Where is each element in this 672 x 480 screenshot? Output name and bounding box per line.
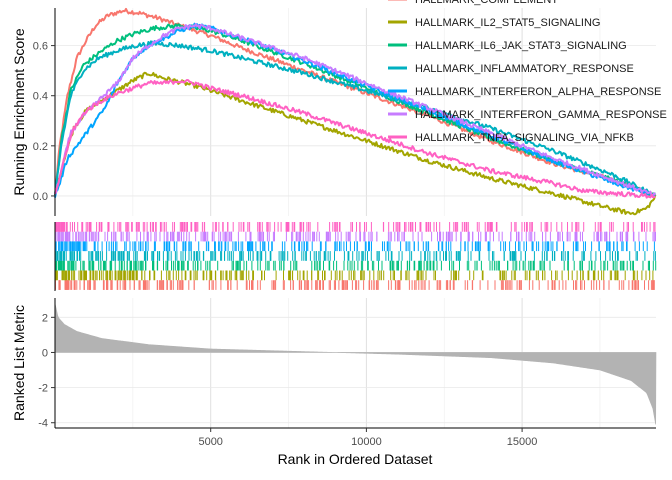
ranked-y-tick-label: 2 (42, 312, 48, 324)
x-axis-title: Rank in Ordered Dataset (278, 451, 433, 467)
ranked-y-ticks: 2 0 -2 -4 (38, 312, 55, 430)
ranked-y-axis-title: Ranked List Metric (11, 305, 27, 421)
enrichment-line-hallmark-il2-stat5-signaling (54, 71, 657, 216)
enrichment-y-tick-label: 0.6 (33, 41, 48, 53)
hits-panel (54, 222, 657, 291)
enrichment-y-tick-label: 0.4 (33, 91, 48, 103)
legend-label: HALLMARK_TNFA_SIGNALING_VIA_NFKB (415, 132, 634, 144)
x-tick-label: 15000 (507, 436, 538, 448)
ranked-y-tick-label: -4 (38, 418, 48, 430)
enrichment-y-tick-label: 0.2 (33, 141, 48, 153)
enrichment-y-ticks: 0.0 0.2 0.4 0.6 (33, 41, 55, 203)
enrichment-panel: 0.0 0.2 0.4 0.6 Running Enrichment Score (11, 7, 657, 216)
legend-label: HALLMARK_INTERFERON_GAMMA_RESPONSE (415, 109, 667, 121)
legend-label: HALLMARK_IL2_STAT5_SIGNALING (415, 17, 600, 29)
ranked-panel: 2 0 -2 -4 5000 10000 15000 Ranked List Metric… (11, 298, 657, 467)
enrichment-y-axis-title: Running Enrichment Score (11, 28, 27, 196)
ranked-y-tick-label: -2 (38, 383, 48, 395)
x-tick-label: 5000 (198, 436, 222, 448)
x-ticks: 5000 10000 15000 (198, 428, 537, 448)
enrichment-y-tick-label: 0.0 (33, 191, 48, 203)
enrichment-line-hallmark-complement (54, 7, 657, 197)
enrichment-line-hallmark-tnfa-signaling-via-nfkb (54, 78, 656, 199)
x-tick-label: 10000 (351, 436, 382, 448)
enrichment-series-lines (54, 7, 657, 216)
legend-label: HALLMARK_INTERFERON_ALPHA_RESPONSE (415, 86, 661, 98)
ranked-y-tick-label: 0 (42, 347, 48, 359)
legend-label: HALLMARK_INFLAMMATORY_RESPONSE (415, 63, 634, 75)
legend-label: HALLMARK_COMPLEMENT (415, 0, 558, 6)
enrichment-line-hallmark-interferon-gamma-response (54, 23, 657, 197)
gene-hit-ticks (54, 222, 657, 290)
legend: HALLMARK_COMPLEMENT HALLMARK_IL2_STAT5_SI… (388, 0, 667, 144)
legend-label: HALLMARK_IL6_JAK_STAT3_SIGNALING (415, 40, 627, 52)
ranked-list-area (54, 303, 657, 425)
